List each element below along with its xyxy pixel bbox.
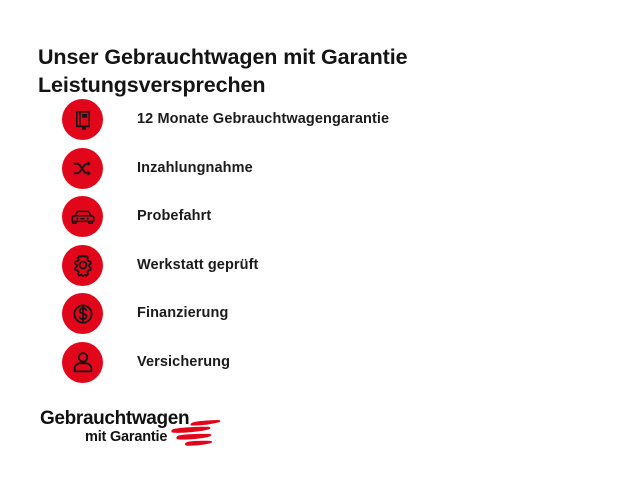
- dollar-coin-icon: [71, 302, 95, 326]
- page-title: Unser Gebrauchtwagen mit Garantie Leistu…: [38, 44, 598, 100]
- benefit-label: Inzahlungnahme: [137, 159, 253, 176]
- brand-logo-word-bottom: mit Garantie: [85, 429, 168, 445]
- benefit-icon-badge: [62, 293, 103, 334]
- list-item: Werkstatt geprüft: [0, 244, 640, 294]
- brand-logo-word-top: Gebrauchtwagen: [40, 408, 190, 429]
- certificate-book-icon: [72, 109, 94, 131]
- benefit-label: Finanzierung: [137, 305, 229, 321]
- benefit-label: Werkstatt geprüft: [137, 256, 259, 273]
- red-brush-stroke-icon: [168, 418, 226, 450]
- benefit-label: Probefahrt: [137, 208, 212, 224]
- benefit-icon-badge: [62, 99, 103, 140]
- benefit-icon-badge: [62, 341, 103, 383]
- list-item: Probefahrt: [0, 196, 640, 245]
- page-title-line-2: Leistungsversprechen: [38, 73, 266, 98]
- benefit-label: Versicherung: [137, 353, 231, 370]
- person-icon: [71, 350, 95, 374]
- list-item: Finanzierung: [0, 293, 640, 342]
- benefit-label: 12 Monate Gebrauchtwagengarantie: [137, 111, 390, 127]
- benefit-icon-badge: [62, 147, 103, 189]
- list-item: Versicherung: [0, 341, 640, 391]
- benefits-list: 12 Monate Gebrauchtwagengarantie Inzahlu…: [0, 99, 640, 390]
- benefit-icon-badge: [62, 244, 103, 286]
- benefit-icon-badge: [62, 196, 103, 237]
- gear-icon: [71, 253, 95, 277]
- brand-logo: Gebrauchtwagen mit Garantie: [40, 408, 270, 458]
- shuffle-arrows-icon: [71, 157, 94, 180]
- page-title-line-1: Unser Gebrauchtwagen mit Garantie: [38, 45, 408, 70]
- list-item: Inzahlungnahme: [0, 147, 640, 197]
- car-front-icon: [70, 204, 95, 229]
- list-item: 12 Monate Gebrauchtwagengarantie: [0, 99, 640, 148]
